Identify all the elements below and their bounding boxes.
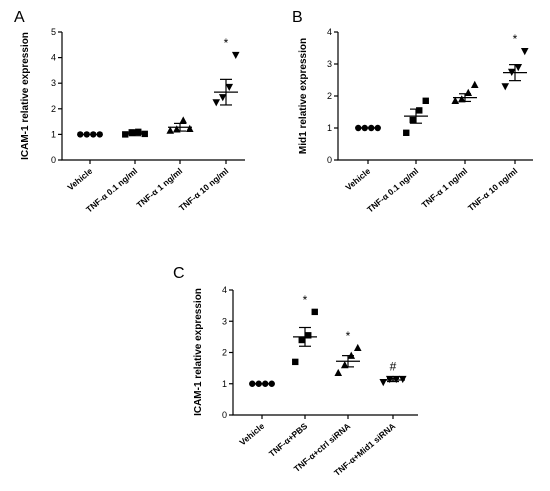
data-point — [422, 97, 429, 104]
data-point — [353, 343, 362, 352]
data-point — [514, 64, 523, 72]
axes — [61, 32, 245, 161]
y-tick-label: 1 — [51, 129, 56, 139]
data-point — [416, 107, 423, 114]
y-tick-label: 3 — [51, 78, 56, 88]
data-point — [520, 48, 529, 56]
axes — [232, 290, 418, 416]
y-tick-label: 0 — [327, 155, 332, 165]
x-tick-label: TNF-α 1 ng/ml — [134, 166, 184, 210]
panel-letter: B — [292, 9, 303, 26]
data-point — [225, 83, 234, 92]
data-point — [298, 336, 305, 344]
data-point — [179, 116, 188, 124]
y-tick-label: 4 — [51, 53, 56, 63]
y-tick-label: 0 — [222, 410, 227, 420]
significance-mark: # — [390, 359, 397, 373]
y-tick-label: 3 — [327, 59, 332, 69]
data-point — [141, 130, 148, 138]
data-point — [231, 51, 240, 60]
y-tick-label: 5 — [51, 27, 56, 37]
significance-mark: * — [303, 293, 308, 307]
data-point — [470, 80, 479, 88]
data-point — [212, 99, 221, 107]
y-tick-label: 2 — [327, 91, 332, 101]
x-tick-label: TNF-α 10 ng/ml — [177, 166, 230, 213]
data-point — [403, 129, 410, 136]
data-point — [305, 332, 312, 339]
panel-letter: A — [14, 9, 25, 26]
x-tick-label: TNF-α 10 ng/ml — [466, 166, 519, 213]
y-axis-label: ICAM-1 relative expression — [20, 32, 31, 160]
significance-mark: * — [346, 329, 351, 343]
data-point — [218, 94, 227, 102]
panel-c: C ICAM-1 relative expression 0 1 2 3 4 Vehicle T… — [173, 265, 418, 478]
data-point — [379, 378, 388, 387]
y-tick-label: 4 — [327, 27, 332, 37]
data-point — [334, 368, 343, 377]
y-tick-label: 3 — [222, 316, 227, 326]
data-point — [122, 131, 129, 138]
x-tick-label: TNF-α 0.1 ng/ml — [365, 166, 420, 215]
significance-mark: * — [513, 32, 518, 46]
x-tick-label: Vehicle — [237, 421, 266, 448]
data-point — [457, 95, 466, 103]
data-point — [451, 96, 460, 104]
y-tick-label: 1 — [222, 379, 227, 389]
data-point — [409, 116, 416, 124]
x-tick-label: Vehicle — [65, 166, 94, 193]
y-tick-label: 4 — [222, 285, 227, 295]
x-tick-label: Vehicle — [343, 166, 372, 193]
axes — [337, 32, 533, 161]
significance-mark: * — [224, 36, 229, 50]
data-point — [166, 126, 175, 134]
data-point — [135, 128, 142, 136]
data-point — [501, 83, 510, 91]
data-point — [311, 308, 318, 316]
x-tick-label: TNF-α 1 ng/ml — [419, 166, 469, 210]
data-point — [185, 124, 194, 132]
panel-letter: C — [173, 265, 185, 282]
y-tick-label: 2 — [51, 104, 56, 114]
y-tick-label: 0 — [51, 155, 56, 165]
y-axis-label: ICAM-1 relative expression — [193, 288, 204, 416]
y-tick-label: 1 — [327, 123, 332, 133]
data-point — [128, 129, 135, 136]
panel-a: A ICAM-1 relative expression 0 1 2 3 4 5 Vehicle… — [14, 9, 245, 215]
data-point — [292, 358, 299, 366]
x-tick-label: TNF-α+PBS — [267, 421, 310, 459]
y-tick-label: 2 — [222, 348, 227, 358]
y-axis-label: Mid1 relative expression — [298, 38, 309, 154]
